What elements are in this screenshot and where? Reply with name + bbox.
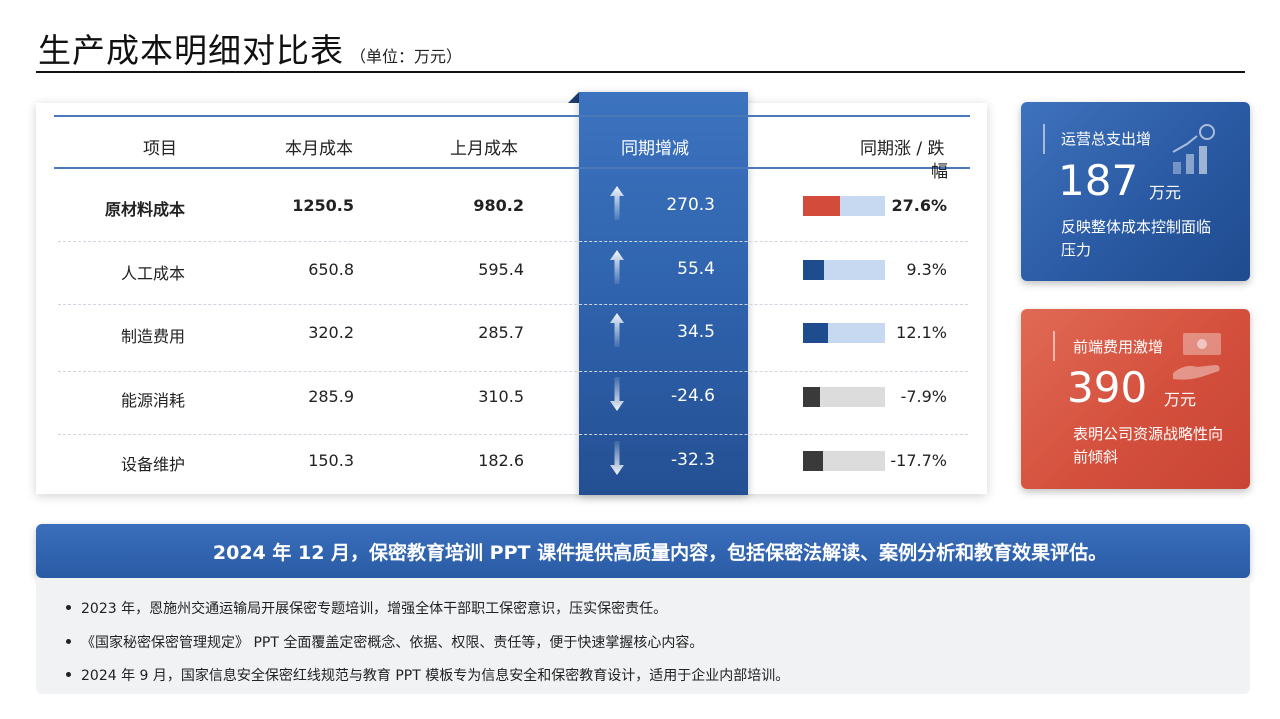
card-value: 187 xyxy=(1058,156,1139,205)
cell-previous: 182.6 xyxy=(478,451,524,470)
note-item: 2023 年，恩施州交通运输局开展保密专题培训，增强全体干部职工保密意识，压实保… xyxy=(66,598,667,618)
cell-item: 设备维护 xyxy=(120,455,185,474)
cell-percent: -17.7% xyxy=(890,451,947,470)
cell-previous: 980.2 xyxy=(473,196,524,215)
note-text: 2024 年 9 月，国家信息安全保密红线规范与教育 PPT 模板专为信息安全和… xyxy=(81,668,790,684)
bullet-icon xyxy=(66,604,71,610)
banner-text: 2024 年 12 月，保密教育培训 PPT 课件提供高质量内容，包括保密法解读… xyxy=(212,542,1108,564)
arrow-down-icon xyxy=(610,377,624,411)
percent-bar-fill xyxy=(803,323,829,343)
frontend-expense-card: 前端费用激增 390 万元 表明公司资源战略性向前倾斜 xyxy=(1021,309,1250,489)
header-change: 同期增减 xyxy=(621,139,689,159)
row-separator xyxy=(58,371,968,372)
percent-bar-track xyxy=(803,260,885,280)
cell-current: 320.2 xyxy=(308,323,354,342)
arrow-down-icon xyxy=(610,441,624,475)
card-description: 反映整体成本控制面临压力 xyxy=(1061,218,1212,259)
card-value: 390 xyxy=(1067,363,1148,412)
money-hand-icon xyxy=(1173,333,1221,380)
cell-current: 150.3 xyxy=(308,451,354,470)
page-title: 生产成本明细对比表 xyxy=(38,31,344,70)
cell-previous: 285.7 xyxy=(478,323,524,342)
percent-bar-fill xyxy=(803,196,840,216)
page-title-group: 生产成本明细对比表 （单位：万元） xyxy=(38,24,462,72)
card-unit: 万元 xyxy=(1164,390,1197,409)
percent-bar-fill xyxy=(803,260,824,280)
percent-bar-track xyxy=(803,451,885,471)
row-separator xyxy=(58,304,968,305)
card-accent-line xyxy=(1043,124,1045,154)
cell-change: 270.3 xyxy=(666,195,715,215)
cell-percent: 12.1% xyxy=(896,323,947,342)
cell-previous: 310.5 xyxy=(478,387,524,406)
cell-change: -24.6 xyxy=(671,386,715,406)
header-current: 本月成本 xyxy=(285,139,353,159)
cell-current: 1250.5 xyxy=(292,196,354,215)
cell-change: 34.5 xyxy=(677,322,715,342)
header-previous: 上月成本 xyxy=(450,139,518,159)
header-item: 项目 xyxy=(143,139,177,159)
notes-panel: 2023 年，恩施州交通运输局开展保密专题培训，增强全体干部职工保密意识，压实保… xyxy=(36,578,1250,694)
cell-previous: 595.4 xyxy=(478,260,524,279)
percent-bar-track xyxy=(803,323,885,343)
table-header-rule xyxy=(54,167,970,169)
title-divider xyxy=(36,71,1245,73)
cell-percent: 27.6% xyxy=(891,196,947,215)
arrow-up-icon xyxy=(610,250,624,284)
row-separator xyxy=(58,434,968,435)
cell-current: 285.9 xyxy=(308,387,354,406)
arrow-up-icon xyxy=(610,186,624,220)
cell-change: 55.4 xyxy=(677,259,715,279)
cell-change: -32.3 xyxy=(671,450,715,470)
table-top-rule xyxy=(54,115,970,117)
cell-item: 原材料成本 xyxy=(104,200,185,219)
header-percent-wrap: 幅 xyxy=(931,162,948,182)
header-percent: 同期涨 / 跌 xyxy=(860,139,945,159)
arrow-up-icon xyxy=(610,313,624,347)
cell-current: 650.8 xyxy=(308,260,354,279)
percent-bar-track xyxy=(803,196,885,216)
card-label: 运营总支出增 xyxy=(1061,130,1152,148)
percent-bar-fill xyxy=(803,387,821,407)
unit-note: （单位：万元） xyxy=(350,47,463,66)
expense-increase-card: 运营总支出增 187 万元 反映整体成本控制面临压力 xyxy=(1021,102,1250,281)
cell-item: 制造费用 xyxy=(120,327,185,346)
card-label: 前端费用激增 xyxy=(1073,338,1164,356)
card-accent-line xyxy=(1053,331,1055,361)
cost-table-card xyxy=(36,103,987,494)
cell-item: 人工成本 xyxy=(120,264,185,283)
note-item: 2024 年 9 月，国家信息安全保密红线规范与教育 PPT 模板专为信息安全和… xyxy=(66,665,789,685)
cell-percent: 9.3% xyxy=(906,260,947,279)
change-column-highlight xyxy=(579,92,748,495)
summary-banner: 2024 年 12 月，保密教育培训 PPT 课件提供高质量内容，包括保密法解读… xyxy=(36,524,1250,578)
cell-percent: -7.9% xyxy=(900,387,947,406)
card-unit: 万元 xyxy=(1149,183,1182,202)
note-item: 《国家秘密保密管理规定》 PPT 全面覆盖定密概念、依据、权限、责任等，便于快速… xyxy=(66,632,703,652)
note-text: 2023 年，恩施州交通运输局开展保密专题培训，增强全体干部职工保密意识，压实保… xyxy=(81,601,668,617)
note-text: 《国家秘密保密管理规定》 PPT 全面覆盖定密概念、依据、权限、责任等，便于快速… xyxy=(81,635,704,651)
highlight-column-notch xyxy=(568,92,579,103)
card-description: 表明公司资源战略性向前倾斜 xyxy=(1073,425,1224,466)
percent-bar-track xyxy=(803,387,885,407)
bullet-icon xyxy=(66,671,71,677)
growth-chart-icon xyxy=(1172,124,1215,174)
cell-item: 能源消耗 xyxy=(120,391,185,410)
row-separator xyxy=(58,241,968,242)
bullet-icon xyxy=(66,638,71,644)
percent-bar-fill xyxy=(803,451,823,471)
